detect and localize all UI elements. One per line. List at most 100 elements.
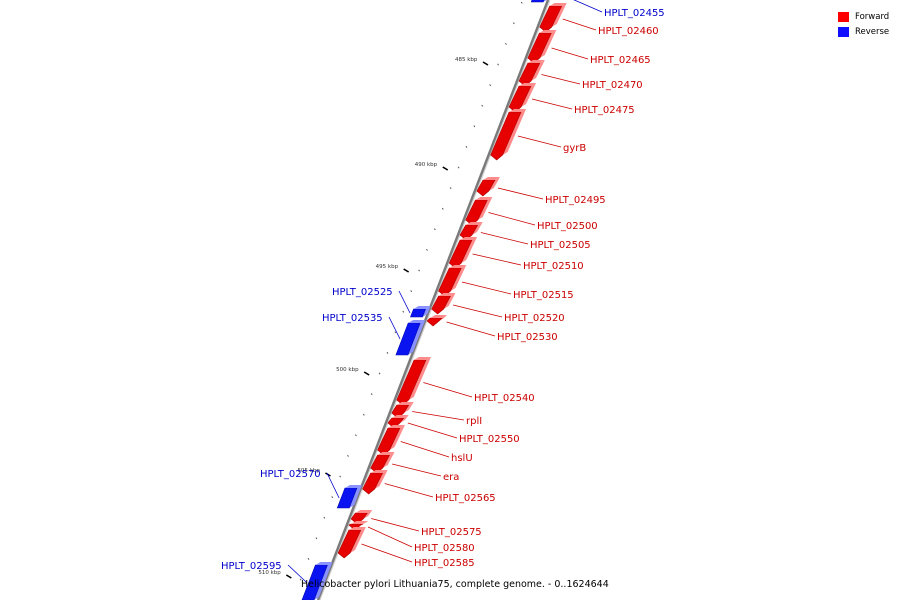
- gene-label[interactable]: HPLT_02570: [260, 469, 321, 480]
- minor-tick: [386, 351, 389, 354]
- major-tick: [482, 61, 489, 66]
- gene-label[interactable]: HPLT_02505: [530, 240, 591, 251]
- forward-swatch-icon: [838, 11, 849, 22]
- gene-leader-line: [452, 304, 503, 318]
- gene-feature[interactable]: [337, 527, 366, 559]
- gene-label[interactable]: HPLT_02530: [497, 332, 558, 343]
- gene-label[interactable]: HPLT_02540: [474, 393, 535, 404]
- gene-label[interactable]: HPLT_02580: [414, 543, 475, 554]
- gene-label[interactable]: HPLT_02455: [604, 8, 665, 19]
- minor-tick: [520, 1, 523, 4]
- minor-tick: [299, 578, 302, 581]
- minor-tick: [473, 125, 476, 128]
- minor-tick: [465, 145, 468, 148]
- tick-label: 490 kbp: [415, 162, 438, 168]
- gene-leader-line: [412, 411, 465, 421]
- gene-leader-line: [472, 253, 522, 266]
- gene-feature[interactable]: [508, 83, 537, 113]
- gene-leader-line: [497, 187, 544, 200]
- gene-feature[interactable]: [301, 562, 333, 600]
- gene-label[interactable]: HPLT_02500: [537, 221, 598, 232]
- tick-label: 500 kbp: [336, 367, 359, 373]
- minor-tick: [410, 290, 413, 293]
- gene-label[interactable]: HPLT_02550: [459, 434, 520, 445]
- minor-tick: [347, 454, 349, 457]
- gene-label[interactable]: hslU: [451, 453, 473, 464]
- gene-leader-line: [541, 74, 581, 85]
- genome-backbone-shadow: [318, 0, 551, 600]
- gene-leader-line: [480, 232, 529, 245]
- minor-tick: [433, 228, 436, 231]
- legend-item-forward: Forward: [838, 9, 889, 24]
- gene-leader-line: [488, 212, 536, 226]
- gene-label[interactable]: HPLT_02565: [435, 493, 496, 504]
- gene-feature[interactable]: [476, 177, 500, 197]
- gene-label[interactable]: HPLT_02465: [590, 55, 651, 66]
- tick-label: 510 kbp: [258, 570, 281, 576]
- gene-label[interactable]: HPLT_02575: [421, 527, 482, 538]
- minor-tick: [394, 331, 397, 334]
- minor-tick: [426, 248, 428, 251]
- gene-feature[interactable]: [370, 452, 395, 474]
- gene-feature[interactable]: [362, 470, 388, 495]
- minor-tick: [489, 84, 492, 87]
- gene-leader-line: [407, 422, 458, 439]
- gene-feature[interactable]: [426, 315, 448, 327]
- gene-feature[interactable]: [395, 320, 426, 356]
- gene-label[interactable]: era: [443, 472, 459, 483]
- minor-tick: [449, 187, 452, 190]
- major-tick: [363, 371, 370, 376]
- gene-feature[interactable]: [518, 60, 545, 87]
- tick-label: 485 kbp: [455, 57, 478, 63]
- gene-label[interactable]: HPLT_02515: [513, 290, 574, 301]
- gene-leader-line: [551, 47, 589, 60]
- gene-leader-line: [461, 281, 512, 295]
- gene-features: [301, 0, 567, 600]
- gene-feature[interactable]: [431, 293, 456, 315]
- gene-feature[interactable]: [387, 415, 409, 429]
- legend-item-reverse: Reverse: [838, 24, 889, 39]
- legend-label-forward: Forward: [855, 11, 890, 22]
- gene-leader-line: [517, 135, 562, 148]
- gene-leader-line: [446, 321, 496, 337]
- minor-tick: [378, 372, 381, 375]
- gene-feature[interactable]: [448, 237, 477, 269]
- gene-label[interactable]: HPLT_02535: [322, 313, 383, 324]
- gene-label[interactable]: HPLT_02460: [598, 26, 659, 37]
- gene-label[interactable]: HPLT_02495: [545, 195, 606, 206]
- gene-leader-line: [371, 518, 420, 532]
- gene-label[interactable]: HPLT_02585: [414, 558, 475, 569]
- gene-label[interactable]: HPLT_02475: [574, 105, 635, 116]
- strand-legend: Forward Reverse: [838, 9, 889, 39]
- minor-tick: [505, 42, 507, 45]
- tick-label: 505 kbp: [297, 468, 320, 474]
- minor-tick: [457, 166, 460, 169]
- gene-leader-line: [531, 98, 573, 110]
- tick-label: 495 kbp: [376, 264, 399, 270]
- gene-label[interactable]: rplI: [466, 416, 482, 427]
- minor-tick: [441, 207, 444, 210]
- gene-feature[interactable]: [459, 222, 483, 241]
- reverse-swatch-icon: [838, 26, 849, 37]
- gene-leader-line: [388, 316, 401, 340]
- gene-label[interactable]: gyrB: [563, 143, 586, 154]
- gene-leader-line: [392, 463, 442, 477]
- gene-feature[interactable]: [336, 485, 362, 509]
- gene-feature[interactable]: [490, 109, 527, 161]
- gene-label[interactable]: HPLT_02595: [221, 561, 282, 572]
- minor-tick: [354, 434, 357, 437]
- tick-marks: 485 kbp 490 kbp 495 kbp 500 kbp 505 kbp 510 k…: [258, 1, 523, 581]
- gene-label[interactable]: HPLT_02510: [523, 261, 584, 272]
- gene-feature[interactable]: [539, 3, 567, 33]
- gene-leader-line: [326, 472, 340, 499]
- gene-feature[interactable]: [530, 0, 550, 3]
- minor-tick: [362, 413, 365, 416]
- gene-feature[interactable]: [410, 306, 431, 318]
- gene-leader-line: [400, 441, 450, 458]
- gene-label[interactable]: HPLT_02470: [582, 80, 643, 91]
- gene-leader-line: [423, 382, 473, 398]
- gene-label[interactable]: HPLT_02525: [332, 287, 393, 298]
- gene-label[interactable]: HPLT_02520: [504, 313, 565, 324]
- legend-label-reverse: Reverse: [855, 26, 890, 37]
